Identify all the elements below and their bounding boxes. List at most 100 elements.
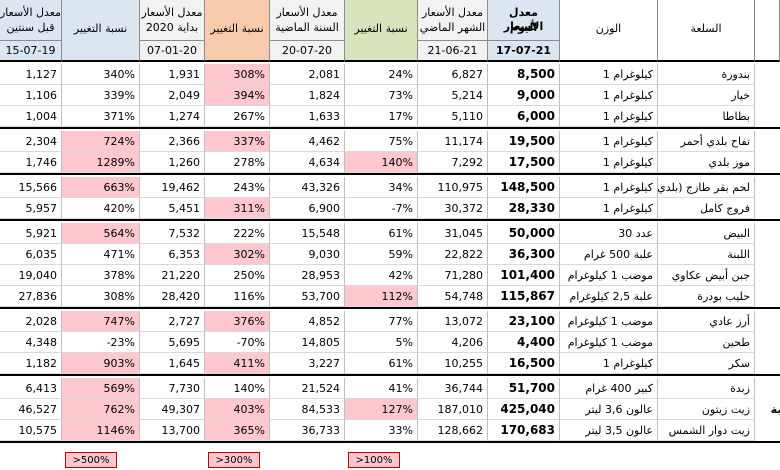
column-header: معدل الأسعار قبل سنتين 15-07-19	[0, 0, 62, 62]
value-cell: 4,400	[488, 332, 560, 353]
header-subtitle: قبل سنتين	[6, 21, 55, 34]
column-header: نسبة التغيير	[345, 0, 418, 62]
unit: علبة 2,5 كيلوغرام	[560, 286, 658, 307]
value-cell: 9,030	[270, 244, 345, 265]
value-cell: 5%	[345, 332, 418, 353]
unit: كيلوغرام 1	[560, 85, 658, 106]
header-title: معدل الأسعار	[422, 6, 483, 19]
value-cell: 73%	[345, 85, 418, 106]
header-title: نسبة التغيير	[210, 22, 264, 35]
value-cell: 46,527	[0, 399, 62, 420]
value-cell: 1,106	[0, 85, 62, 106]
product-name: تفاح بلدي أحمر	[658, 131, 755, 152]
value-cell: 903%	[62, 353, 140, 374]
value-cell: 6,900	[270, 198, 345, 219]
value-cell: 1,274	[140, 106, 205, 127]
value-cell: 747%	[62, 311, 140, 332]
product-name: فروج كامل	[658, 198, 755, 219]
unit: علبة 500 غرام	[560, 244, 658, 265]
value-cell: 471%	[62, 244, 140, 265]
value-cell: 28,953	[270, 265, 345, 286]
group-label: يب	[755, 257, 780, 273]
unit: كيلوغرام 1	[560, 177, 658, 198]
value-cell: 267%	[205, 106, 270, 127]
value-cell: 5,695	[140, 332, 205, 353]
value-cell: 110,975	[418, 177, 488, 198]
value-cell: 101,400	[488, 265, 560, 286]
value-cell: 6,827	[418, 64, 488, 85]
value-cell: 1,182	[0, 353, 62, 374]
product-name: سكر	[658, 353, 755, 374]
value-cell: 250%	[205, 265, 270, 286]
value-cell: 148,500	[488, 177, 560, 198]
product-name: زبدة	[658, 378, 755, 399]
header-subtitle: بداية 2020	[145, 21, 199, 34]
header-date: 07-01-20	[140, 40, 204, 58]
unit: كيلوغرام 1	[560, 64, 658, 85]
value-cell: 36,733	[270, 420, 345, 441]
value-cell: 2,028	[0, 311, 62, 332]
value-cell: 75%	[345, 131, 418, 152]
value-cell: 425,040	[488, 399, 560, 420]
value-cell: 6,413	[0, 378, 62, 399]
value-cell: -7%	[345, 198, 418, 219]
value-cell: 23,100	[488, 311, 560, 332]
value-cell: 54,748	[418, 286, 488, 307]
value-cell: 394%	[205, 85, 270, 106]
group-separator	[0, 127, 780, 129]
value-cell: 1,633	[270, 106, 345, 127]
value-cell: 564%	[62, 223, 140, 244]
value-cell: 19,500	[488, 131, 560, 152]
value-cell: 339%	[62, 85, 140, 106]
product-name: بطاطا	[658, 106, 755, 127]
value-cell: 61%	[345, 353, 418, 374]
value-cell: 2,366	[140, 131, 205, 152]
value-cell: 14,805	[270, 332, 345, 353]
value-cell: 365%	[205, 420, 270, 441]
column-header: نسبة التغيير	[205, 0, 270, 62]
value-cell: 1,127	[0, 64, 62, 85]
value-cell: 1,746	[0, 152, 62, 173]
column-header: السلعة	[658, 0, 755, 62]
value-cell: 43,326	[270, 177, 345, 198]
header-title: معدل الأسعار	[503, 6, 544, 33]
value-cell: 243%	[205, 177, 270, 198]
column-header: معدل الأسعار اليوم 17-07-21	[488, 0, 560, 62]
product-name: أرز عادي	[658, 311, 755, 332]
value-cell: 30,372	[418, 198, 488, 219]
value-cell: 311%	[205, 198, 270, 219]
value-cell: 378%	[62, 265, 140, 286]
value-cell: 19,040	[0, 265, 62, 286]
header-title: نسبة التغيير	[354, 22, 408, 35]
value-cell: 21,524	[270, 378, 345, 399]
group-header	[755, 0, 780, 62]
product-name: زيت زيتون	[658, 399, 755, 420]
value-cell: 13,700	[140, 420, 205, 441]
value-cell: 42%	[345, 265, 418, 286]
value-cell: 2,081	[270, 64, 345, 85]
product-name: موز بلدي	[658, 152, 755, 173]
value-cell: 33%	[345, 420, 418, 441]
header-subtitle: اليوم	[509, 21, 538, 34]
unit: كيلوغرام 1	[560, 106, 658, 127]
column-header: معدل الأسعار بداية 2020 07-01-20	[140, 0, 205, 62]
value-cell: 15,566	[0, 177, 62, 198]
value-cell: 187,010	[418, 399, 488, 420]
value-cell: 17%	[345, 106, 418, 127]
value-cell: 1,260	[140, 152, 205, 173]
group-separator	[0, 374, 780, 376]
value-cell: 6,000	[488, 106, 560, 127]
value-cell: 5,451	[140, 198, 205, 219]
unit: موضب 1 كيلوغرام	[560, 311, 658, 332]
value-cell: 371%	[62, 106, 140, 127]
value-cell: 8,500	[488, 64, 560, 85]
value-cell: 7,292	[418, 152, 488, 173]
value-cell: 53,700	[270, 286, 345, 307]
value-cell: 71,280	[418, 265, 488, 286]
header-title: نسبة التغيير	[73, 22, 128, 35]
value-cell: 49,307	[140, 399, 205, 420]
product-name: البيض	[658, 223, 755, 244]
value-cell: 5,214	[418, 85, 488, 106]
value-cell: 4,852	[270, 311, 345, 332]
value-cell: 15,548	[270, 223, 345, 244]
